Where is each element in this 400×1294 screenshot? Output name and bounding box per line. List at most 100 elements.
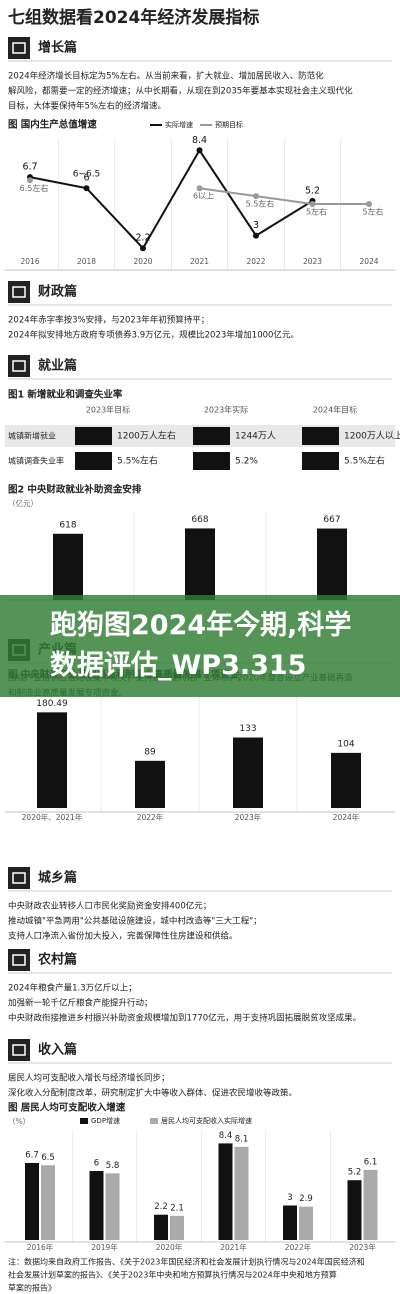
section-title: 就业篇 [38,358,77,374]
value-label: 6.5 [41,1153,55,1163]
value-label: 8.1 [235,1134,249,1144]
section-title: 农村篇 [37,952,77,968]
section-text: 2024年赤字率按3%安排，与2023年年初预算持平； [8,315,209,326]
point [27,177,33,184]
value-label: 8.4 [192,135,207,146]
value-label: 3 [287,1193,292,1203]
section-text: 2024年粮食产量1.3万亿斤以上； [8,983,137,994]
x-tick-label: 2022 [246,257,265,266]
x-tick-label: 2021 [190,257,209,266]
x-tick-label: 2020年、2021年 [22,812,83,822]
bar [37,712,67,808]
value-label: 6 [83,173,89,184]
section-text: 居民人均可支配收入增长与经济增长同步； [8,1073,170,1084]
section-icon [8,949,30,971]
bar [105,1173,120,1240]
section-text: 2024年经济增长目标定为5%左右。从当前来看，扩大就业、增加居民收入、防范化 [8,71,324,82]
section-text: 解风险，都需要一定的经济增速；从中长期看，从现在到2035年要基本实现社会主义现… [8,86,353,97]
value-label: 6.1 [364,1157,378,1167]
table-cell: 5.5%左右 [344,455,385,467]
row-label: 城镇新增就业 [8,431,56,441]
x-tick-label: 2020年 [156,1242,183,1252]
section-text: 深化收入分配制度改革，研究制定扩大中等收入群体、促进农民增收等政策。 [8,1088,297,1099]
point [253,193,259,200]
section-icon [8,37,30,59]
legend-label: 实际增速 [165,120,193,129]
section-text: 目标，大体要保持年5%左右的经济增速。 [8,101,166,112]
point [253,232,259,239]
series-line [199,187,369,205]
value-label: 5.2 [348,1168,362,1178]
value-label: 5左右 [306,207,327,217]
bar [234,1146,249,1240]
value-label: 5.2 [305,185,320,196]
icon-glyph [12,360,26,372]
table-header: 2023年实际 [204,405,248,415]
section-icon [8,1039,30,1061]
value-label: 6.7 [22,162,37,173]
chart-title: 图 居民人均可支配收入增速 [8,1102,126,1114]
point [140,245,146,252]
x-tick-label: 2016 [20,257,39,266]
footer-text: 社会发展计划草案的报告》、《关于2023年中央和地方预算执行情况与2024年中央… [8,1270,337,1280]
point [366,201,372,207]
value-label: 2.2 [154,1202,168,1212]
table-title: 图1 新增就业和调查失业率 [8,389,123,401]
value-label: 3 [253,220,259,231]
legend-label: GDP增速 [91,1116,120,1125]
x-tick-label: 2023年 [349,1242,376,1252]
value-label: 8.4 [219,1131,233,1141]
cell-block [302,452,339,470]
bar [283,1205,297,1240]
footer-text: 草案的报告》 [8,1283,56,1293]
bar [317,528,347,600]
cell-block [75,452,112,470]
cell-block [302,427,339,445]
x-tick-label: 2022年 [137,812,164,822]
cell-block [75,427,112,445]
bar [363,1169,378,1240]
bar [154,1214,168,1240]
chart-title: 图2 中央财政就业补助资金安排 [8,484,142,496]
value-label: 133 [239,724,256,734]
banner: 跑狗图2024年今期,科学数据评估_WP3.315 [0,595,400,697]
section-icon [8,867,30,889]
section-icon [8,355,30,377]
section-title: 城乡篇 [38,870,77,886]
x-tick-label: 2024 [359,257,378,266]
value-label: 668 [191,515,208,525]
value-label: 667 [323,515,340,525]
value-label: 2.1 [170,1203,184,1213]
bar [89,1171,104,1240]
value-label: 5.5左右 [246,199,275,209]
cell-block [193,452,230,470]
chart-unit: （%） [8,1117,30,1126]
value-label: 2.9 [299,1194,313,1204]
value-label: 6.5左右 [20,183,49,193]
chart-unit: （亿元） [8,498,38,508]
value-label: 2.2 [135,233,150,244]
table-header: 2024年目标 [313,405,357,415]
x-tick-label: 2019年 [91,1242,118,1252]
icon-glyph [12,872,26,884]
icon-glyph [12,286,26,298]
cell-block [193,427,230,445]
x-tick-label: 2023年 [235,812,262,822]
table-header: 2023年目标 [86,405,130,415]
section-text: 推动城镇"平急两用"公共基础设施建设，城中村改造等"三大工程"； [8,916,262,927]
section-icon [8,281,30,303]
legend-label: 居民人均可支配收入实际增速 [161,1116,252,1125]
chart-title: 图 国内生产总值增速 [8,119,97,131]
value-label: 6以上 [193,192,214,201]
bar [218,1143,233,1240]
section-text: 2024年拟安排地方政府专项债券3.9万亿元，规模比2023年增加1000亿元。 [8,330,299,341]
section-text: 支持人口净流入省份加大投入，完善保障性住房建设和供给。 [8,931,238,942]
table-cell: 1244万人 [235,431,276,442]
point [196,147,203,154]
legend-swatch [150,1118,158,1124]
bar [53,533,83,600]
table-cell: 1200万人左右 [117,430,176,442]
table-cell: 1200万人以上 [344,431,400,442]
legend-label: 预期目标 [215,120,243,129]
